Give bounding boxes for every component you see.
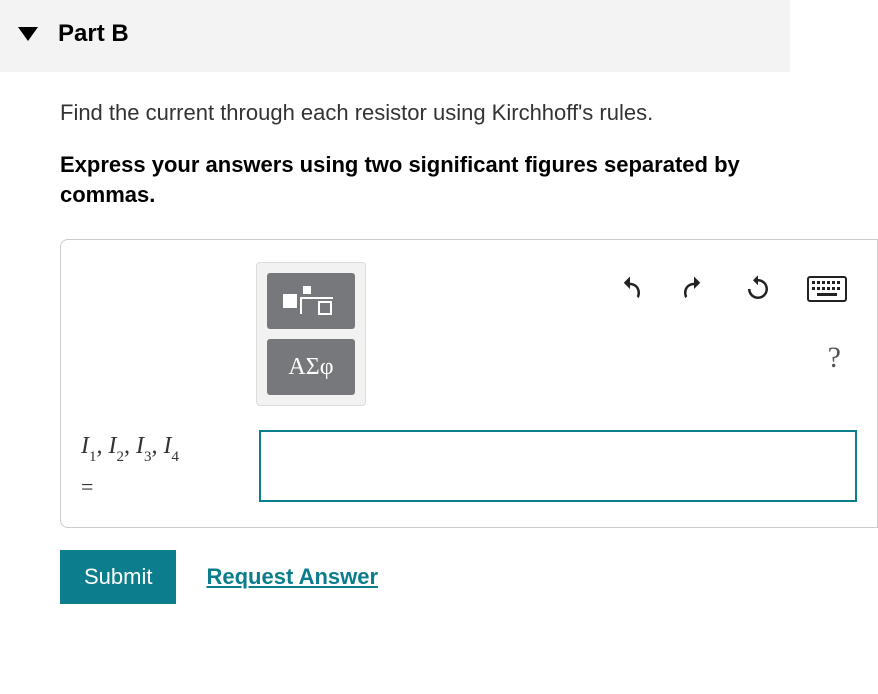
history-tools	[615, 274, 847, 309]
greek-symbols-button[interactable]: ΑΣφ	[267, 339, 355, 395]
question-instructions: Express your answers using two significa…	[60, 150, 760, 209]
answer-box: ΑΣφ	[60, 239, 878, 528]
variable-label: I1, I2, I3, I4 =	[81, 430, 241, 503]
undo-icon[interactable]	[615, 274, 645, 309]
help-label: ?	[828, 341, 841, 374]
request-answer-link[interactable]: Request Answer	[206, 564, 378, 590]
math-template-button[interactable]	[267, 273, 355, 329]
submit-label: Submit	[84, 564, 152, 589]
math-template-icon	[281, 284, 341, 318]
redo-icon[interactable]	[679, 274, 709, 309]
content-area: Find the current through each resistor u…	[0, 72, 878, 654]
answer-input[interactable]	[259, 430, 857, 502]
format-toolbar: ΑΣφ	[256, 262, 366, 406]
question-text: Find the current through each resistor u…	[60, 100, 878, 126]
button-row: Submit Request Answer	[60, 528, 878, 654]
keyboard-icon[interactable]	[807, 276, 847, 307]
part-title: Part B	[58, 20, 129, 48]
toolbar-row: ΑΣφ	[61, 240, 877, 416]
input-row: I1, I2, I3, I4 =	[61, 416, 877, 527]
chevron-down-icon	[18, 27, 38, 41]
right-tools: ?	[615, 262, 857, 375]
request-answer-label: Request Answer	[206, 564, 378, 589]
reset-icon[interactable]	[743, 274, 773, 309]
help-button[interactable]: ?	[828, 341, 847, 375]
part-header[interactable]: Part B	[0, 0, 790, 72]
submit-button[interactable]: Submit	[60, 550, 176, 604]
greek-symbols-label: ΑΣφ	[288, 354, 333, 381]
